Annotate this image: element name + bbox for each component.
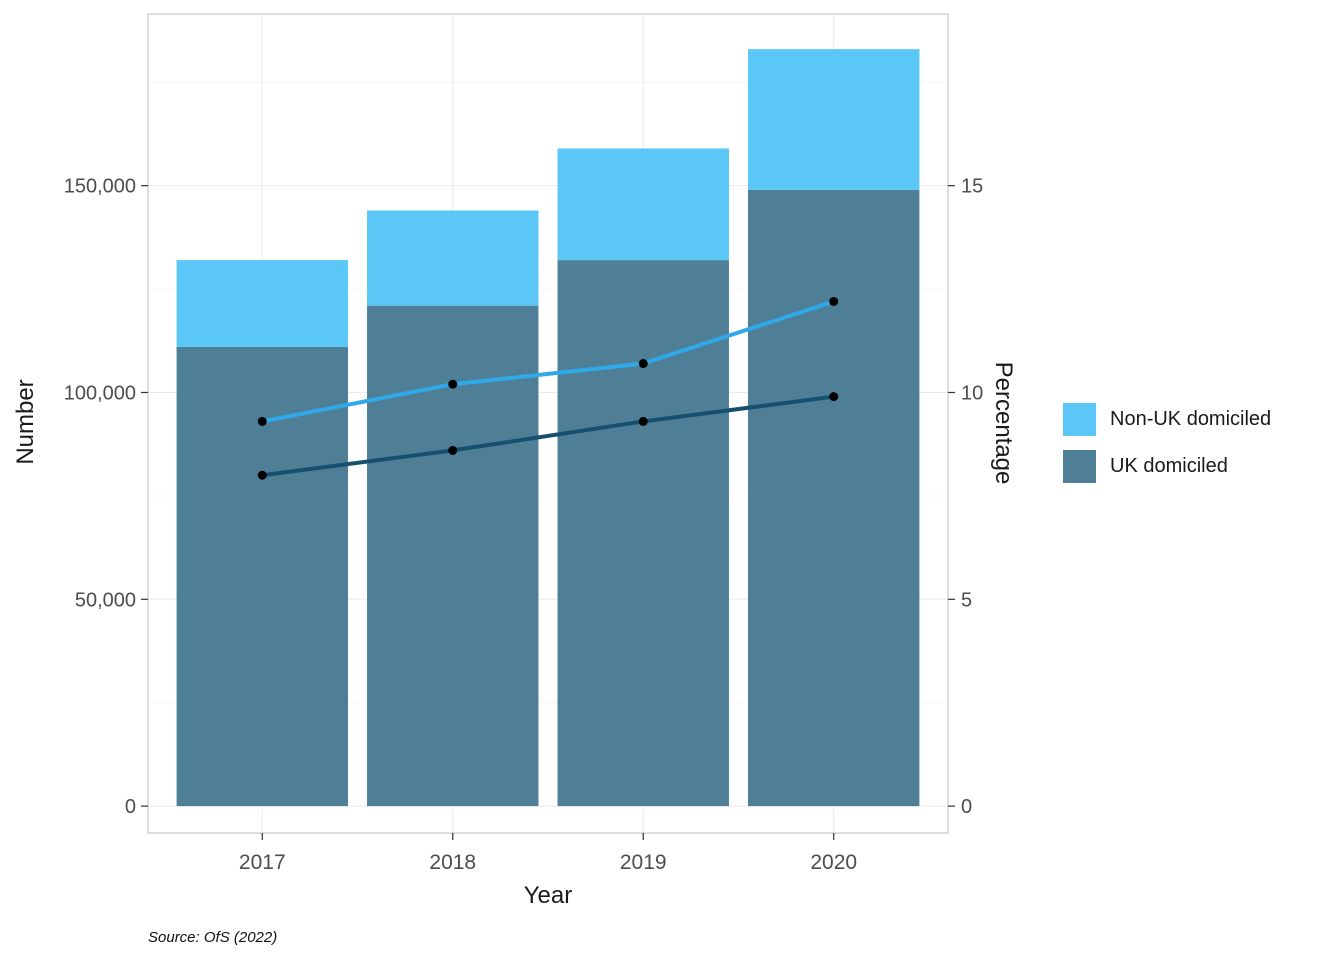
legend-label-uk-domiciled: UK domiciled [1110, 455, 1228, 477]
bar-segment-uk-domiciled-2018 [367, 305, 539, 807]
legend: Non-UK domiciled UK domiciled [1063, 403, 1271, 483]
tick-label-y-left: 0 [125, 796, 136, 818]
tick-label-x: 2017 [239, 851, 286, 874]
tick-label-x: 2019 [620, 851, 667, 874]
bar-segment-non-uk-domiciled-2019 [557, 148, 729, 261]
panel-border [147, 13, 949, 834]
bar-segment-non-uk-domiciled-2017 [176, 260, 348, 347]
tick-label-y-right: 10 [961, 382, 983, 404]
point-non-uk-domiciled-2020 [829, 296, 839, 306]
point-uk-domiciled-2019 [638, 416, 648, 426]
bar-segment-non-uk-domiciled-2018 [367, 210, 539, 306]
legend-label-non-uk-domiciled: Non-UK domiciled [1110, 408, 1272, 430]
y-axis-title-right: Percentage [990, 361, 1017, 485]
x-axis-title: Year [523, 882, 573, 909]
y-axis-title-left: Number [12, 379, 39, 465]
line-uk-domiciled [260, 394, 836, 478]
tick-label-y-right: 5 [961, 589, 972, 611]
tick-label-y-left: 100,000 [64, 382, 136, 404]
point-non-uk-domiciled-2018 [448, 379, 458, 389]
point-uk-domiciled-2017 [257, 470, 267, 480]
point-uk-domiciled-2018 [448, 445, 458, 455]
source-note: Source: OfS (2022) [148, 929, 278, 946]
tick-label-x: 2020 [810, 851, 857, 874]
point-non-uk-domiciled-2019 [638, 359, 648, 369]
legend-swatch-non-uk-domiciled [1063, 403, 1096, 436]
legend-item-non-uk-domiciled: Non-UK domiciled [1063, 403, 1271, 436]
tick-label-y-right: 15 [961, 176, 983, 198]
point-non-uk-domiciled-2017 [257, 416, 267, 426]
tick-label-y-left: 50,000 [75, 589, 136, 611]
bar-segment-uk-domiciled-2017 [176, 346, 348, 807]
bar-segment-uk-domiciled-2019 [557, 260, 729, 807]
tick-label-x: 2018 [429, 851, 476, 874]
point-uk-domiciled-2020 [829, 392, 839, 402]
tick-label-y-right: 0 [961, 796, 972, 818]
bar-segment-uk-domiciled-2020 [748, 189, 920, 807]
legend-item-uk-domiciled: UK domiciled [1063, 450, 1271, 483]
bar-segment-non-uk-domiciled-2020 [748, 49, 920, 190]
tick-label-y-left: 150,000 [64, 176, 136, 198]
line-non-uk-domiciled [260, 299, 836, 424]
legend-swatch-uk-domiciled [1063, 450, 1096, 483]
